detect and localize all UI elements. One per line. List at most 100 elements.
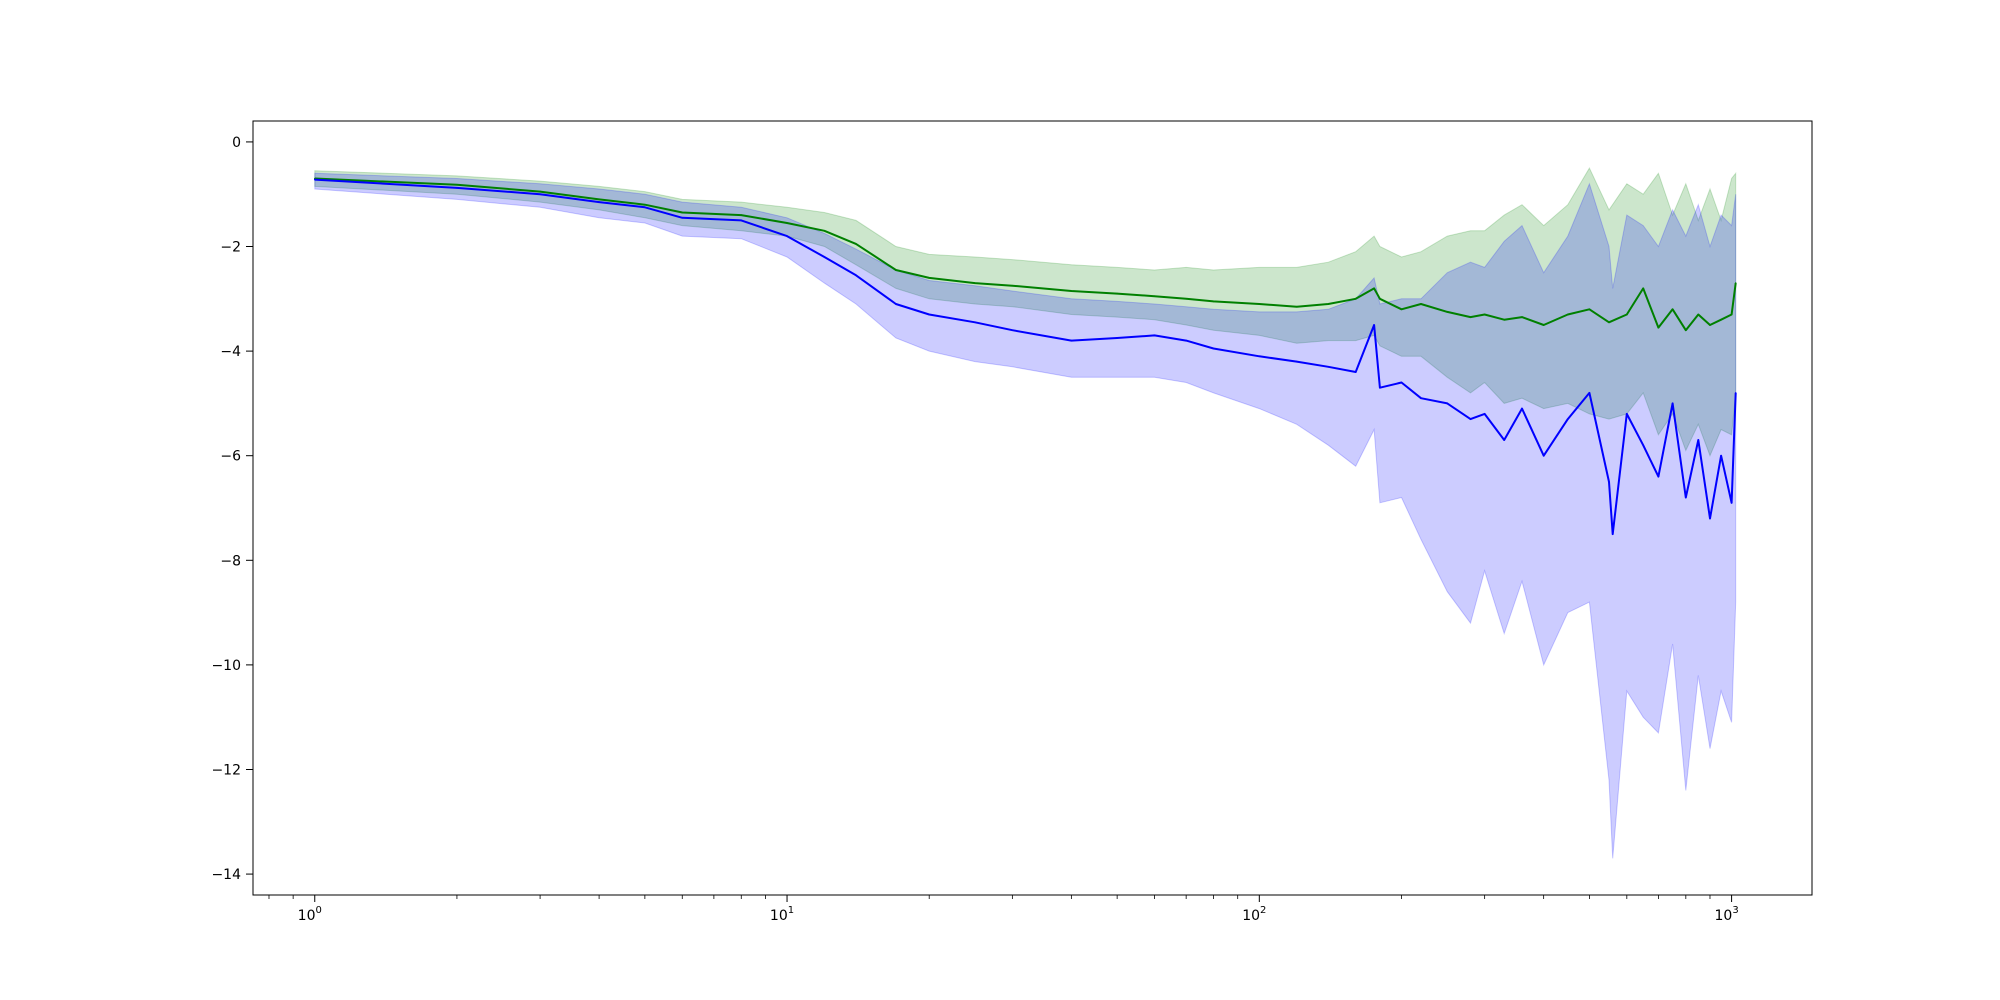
data-point-series-0 bbox=[855, 243, 857, 245]
data-point-series-0 bbox=[1697, 313, 1700, 316]
data-point-series-1 bbox=[1588, 392, 1591, 394]
data-point-series-1 bbox=[644, 206, 646, 209]
y-tick-label: −12 bbox=[211, 762, 241, 778]
data-point-series-1 bbox=[1734, 392, 1737, 394]
data-point-series-0 bbox=[681, 211, 684, 214]
band-series-1 bbox=[314, 172, 1737, 859]
data-point-series-1 bbox=[1011, 329, 1014, 332]
data-point-series-1 bbox=[786, 235, 788, 237]
data-point-series-0 bbox=[740, 214, 743, 216]
data-point-series-1 bbox=[1671, 402, 1674, 405]
data-point-series-1 bbox=[895, 303, 897, 305]
data-point-series-0 bbox=[1734, 282, 1737, 284]
data-point-series-1 bbox=[1720, 454, 1722, 457]
data-point-series-0 bbox=[786, 222, 788, 224]
data-point-series-0 bbox=[1720, 318, 1722, 321]
data-point-series-0 bbox=[895, 269, 897, 271]
data-point-series-1 bbox=[1400, 381, 1403, 384]
data-point-series-1 bbox=[1185, 339, 1187, 342]
data-point-series-0 bbox=[1212, 300, 1215, 303]
data-point-series-0 bbox=[1327, 303, 1330, 305]
data-point-series-1 bbox=[1379, 386, 1381, 389]
data-point-series-1 bbox=[456, 187, 458, 189]
data-point-series-1 bbox=[1258, 355, 1261, 358]
y-axis: 0 −2 −4 −6 −8 −10 −12 −14 bbox=[211, 135, 253, 883]
data-point-series-0 bbox=[598, 198, 600, 201]
series-lines bbox=[314, 177, 1737, 536]
data-point-series-0 bbox=[1258, 303, 1261, 305]
data-point-series-1 bbox=[1327, 366, 1330, 368]
data-point-series-1 bbox=[1697, 439, 1700, 441]
data-point-series-1 bbox=[1611, 533, 1614, 535]
y-tick-label: −4 bbox=[220, 344, 241, 360]
data-point-series-1 bbox=[1153, 334, 1156, 337]
data-point-series-1 bbox=[539, 193, 541, 195]
y-tick-label: 0 bbox=[232, 135, 241, 151]
data-point-series-0 bbox=[1400, 308, 1403, 311]
data-point-series-1 bbox=[598, 201, 600, 203]
data-point-series-1 bbox=[823, 256, 826, 258]
data-point-series-0 bbox=[644, 203, 646, 206]
data-point-series-1 bbox=[1116, 337, 1118, 339]
data-point-series-1 bbox=[1642, 444, 1644, 447]
data-point-series-1 bbox=[1567, 418, 1569, 420]
data-point-series-0 bbox=[1657, 326, 1660, 329]
data-point-series-0 bbox=[1671, 308, 1674, 311]
data-point-series-0 bbox=[1185, 298, 1187, 300]
data-point-series-1 bbox=[681, 217, 684, 219]
data-point-series-0 bbox=[823, 230, 826, 232]
data-point-series-0 bbox=[1588, 308, 1591, 311]
data-point-series-0 bbox=[1642, 287, 1644, 290]
line-series-0 bbox=[314, 177, 1737, 332]
data-point-series-0 bbox=[1685, 329, 1687, 332]
data-point-series-1 bbox=[1295, 360, 1298, 363]
data-point-series-1 bbox=[1354, 371, 1357, 373]
data-point-series-0 bbox=[1626, 313, 1628, 316]
data-point-series-0 bbox=[456, 184, 458, 186]
data-point-series-0 bbox=[539, 190, 541, 193]
data-point-series-1 bbox=[1469, 418, 1472, 420]
y-tick-label: −8 bbox=[220, 553, 241, 569]
confidence-bands bbox=[314, 167, 1737, 859]
data-point-series-0 bbox=[1354, 298, 1357, 300]
data-point-series-0 bbox=[1446, 311, 1449, 313]
x-tick-label: 102 bbox=[1242, 905, 1266, 924]
data-point-series-1 bbox=[928, 313, 930, 316]
data-point-series-0 bbox=[1116, 292, 1118, 295]
data-point-series-1 bbox=[1657, 475, 1660, 478]
data-point-series-1 bbox=[1373, 324, 1375, 326]
data-point-series-0 bbox=[1011, 284, 1014, 287]
data-point-series-1 bbox=[974, 321, 976, 324]
data-point-series-1 bbox=[314, 178, 316, 181]
y-tick-label: −6 bbox=[220, 449, 241, 465]
data-point-series-1 bbox=[1212, 347, 1215, 350]
data-point-series-1 bbox=[1709, 517, 1711, 520]
plot-frame bbox=[252, 120, 1813, 896]
data-point-series-0 bbox=[1379, 298, 1381, 300]
data-point-series-0 bbox=[1503, 318, 1505, 321]
x-tick-label: 100 bbox=[298, 905, 322, 924]
data-point-series-0 bbox=[1608, 321, 1610, 324]
y-tick-label: −10 bbox=[211, 658, 241, 674]
x-tick-label: 101 bbox=[770, 905, 794, 924]
y-tick-label: −2 bbox=[220, 240, 241, 256]
data-point-series-1 bbox=[1730, 502, 1733, 504]
data-point-series-0 bbox=[1542, 324, 1545, 326]
y-tick-label: −14 bbox=[211, 867, 241, 883]
data-point-series-0 bbox=[1483, 313, 1486, 316]
data-point-series-1 bbox=[1420, 397, 1422, 400]
data-point-series-0 bbox=[1469, 316, 1472, 318]
data-point-series-0 bbox=[1373, 287, 1375, 290]
data-point-series-1 bbox=[1626, 413, 1628, 415]
data-point-series-0 bbox=[1420, 303, 1422, 305]
data-point-series-0 bbox=[1567, 313, 1569, 316]
data-point-series-1 bbox=[1685, 496, 1687, 499]
data-point-series-0 bbox=[1070, 290, 1073, 292]
data-point-series-1 bbox=[1070, 339, 1073, 342]
data-point-series-1 bbox=[1521, 407, 1523, 410]
data-point-series-1 bbox=[740, 219, 743, 222]
data-point-series-0 bbox=[1709, 324, 1711, 326]
data-point-series-0 bbox=[974, 282, 976, 284]
data-point-series-1 bbox=[855, 274, 857, 277]
